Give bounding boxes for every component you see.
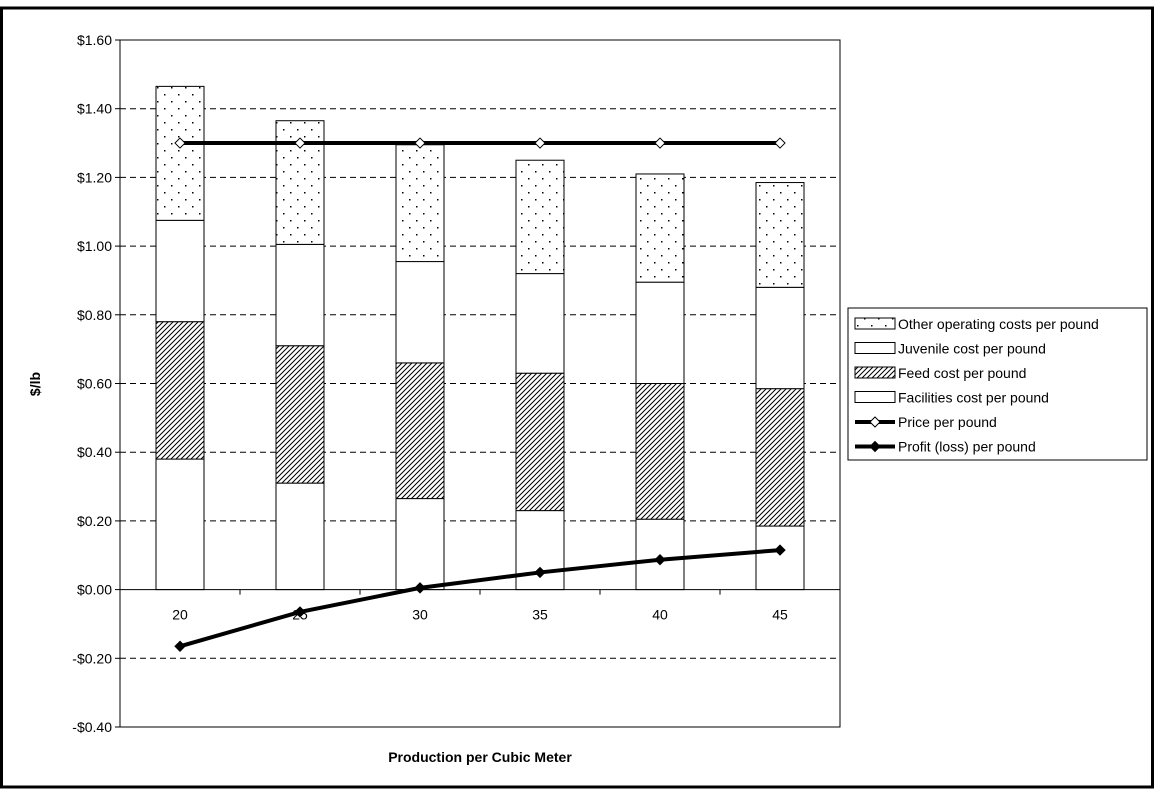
bar-segment	[635, 281, 685, 385]
legend-label: Profit (loss) per pound	[898, 439, 1036, 455]
line-marker	[654, 554, 666, 566]
x-tick-label: 45	[772, 607, 788, 623]
bar-segment	[635, 383, 685, 520]
bar-segment	[755, 286, 805, 390]
series-lines	[174, 137, 786, 652]
tick-labels: -$0.40 -$0.20 $0.00 $0.20 $0.40 $0.60 $0.80 $1.…	[72, 32, 788, 735]
bar-segment	[155, 321, 205, 460]
x-tick-label: 40	[652, 607, 668, 623]
bar-segment	[155, 85, 205, 221]
bar-segment	[395, 144, 445, 263]
y-tick-label: $0.40	[77, 444, 112, 460]
line-marker	[174, 640, 186, 652]
x-axis-title: Production per Cubic Meter	[388, 749, 572, 765]
bar-segment	[755, 388, 805, 527]
legend-label: Other operating costs per pound	[898, 316, 1099, 332]
grid-lines	[115, 39, 841, 728]
line-marker	[774, 544, 786, 556]
y-tick-label: $1.00	[77, 238, 112, 254]
bar-segment	[635, 173, 685, 283]
y-tick-label: $0.80	[77, 307, 112, 323]
line-marker	[654, 137, 666, 149]
legend-label: Facilities cost per pound	[898, 390, 1049, 406]
x-tick-label: 35	[532, 607, 548, 623]
y-tick-label: $1.60	[77, 32, 112, 48]
bar-segment	[275, 482, 325, 591]
y-axis-title: $/lb	[27, 372, 43, 396]
axes	[119, 589, 841, 595]
line-marker	[534, 566, 546, 579]
line-marker	[414, 137, 426, 149]
bar-segment	[275, 345, 325, 484]
legend-swatch	[854, 391, 896, 403]
legend-label: Juvenile cost per pound	[898, 341, 1046, 357]
legend-swatch	[854, 342, 896, 354]
legend-swatch	[854, 317, 896, 330]
series-line	[179, 548, 781, 649]
legend-box	[847, 307, 1148, 461]
outer-border	[0, 6, 1154, 789]
y-tick-label: $0.20	[77, 513, 112, 529]
legend: Other operating costs per pound Juvenile …	[847, 307, 1148, 461]
bar-segment	[155, 219, 205, 323]
legend-swatch	[854, 366, 896, 379]
bar-segment	[395, 261, 445, 364]
bar-segment	[515, 372, 565, 512]
legend-label: Feed cost per pound	[898, 365, 1026, 381]
line-marker	[174, 137, 186, 149]
x-tick-label: 25	[292, 607, 308, 623]
line-marker	[294, 137, 306, 149]
y-tick-label: -$0.20	[72, 650, 112, 666]
y-tick-label: $0.00	[77, 582, 112, 598]
y-tick-label: $1.20	[77, 169, 112, 185]
bar-segment	[515, 273, 565, 374]
bar-segment	[395, 362, 445, 500]
legend-marker	[869, 416, 881, 428]
line-marker	[414, 582, 426, 594]
bar-segment	[755, 182, 805, 288]
x-tick-label: 20	[172, 607, 188, 623]
x-tick-label: 30	[412, 607, 428, 623]
y-tick-label: $0.60	[77, 376, 112, 392]
line-marker	[774, 137, 786, 149]
bar-segment	[755, 525, 805, 591]
legend-marker	[869, 440, 881, 453]
line-marker	[534, 137, 546, 149]
line-marker	[294, 606, 306, 618]
bar-segment	[395, 498, 445, 591]
bars	[155, 85, 805, 591]
y-tick-label: -$0.40	[72, 719, 112, 735]
bar-segment	[515, 159, 565, 275]
legend-label: Price per pound	[898, 414, 997, 430]
y-tick-label: $1.40	[77, 101, 112, 117]
bar-segment	[155, 458, 205, 591]
bar-segment	[275, 243, 325, 347]
